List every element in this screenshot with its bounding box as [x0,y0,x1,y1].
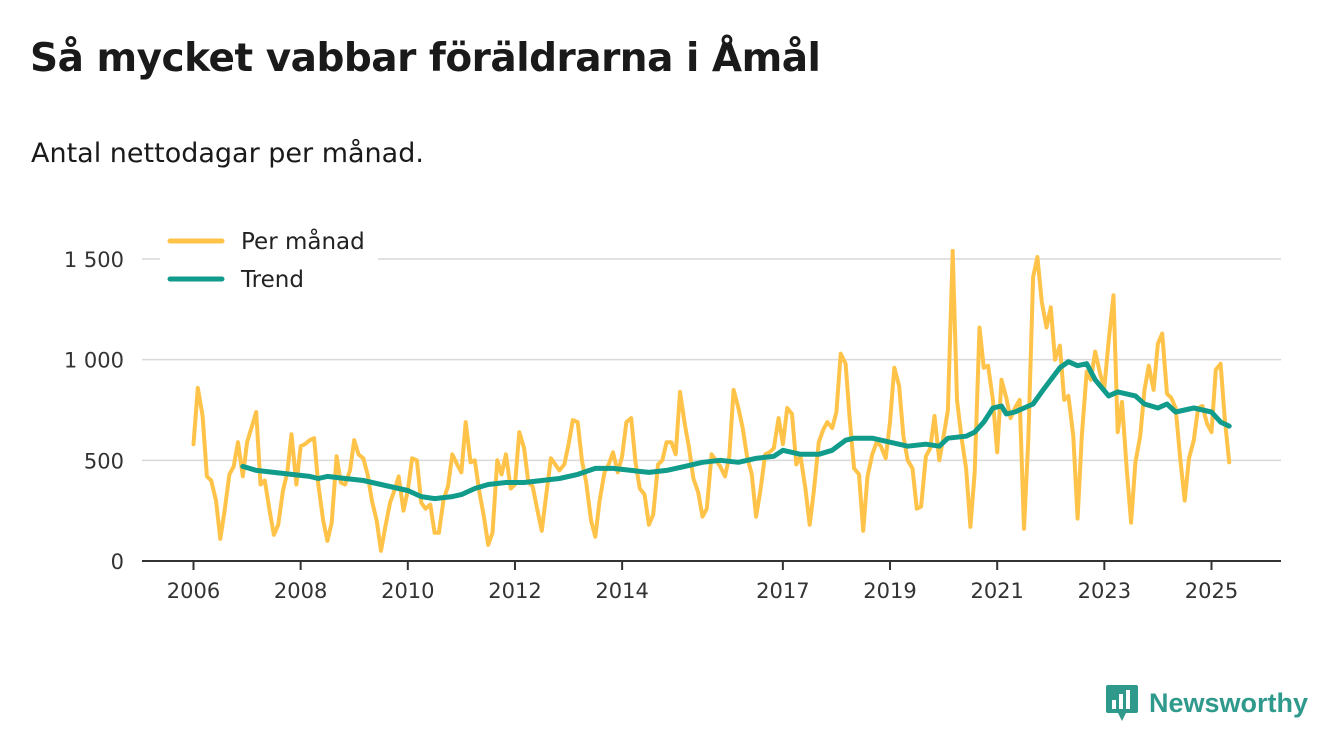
x-tick-label: 2006 [167,579,220,603]
legend-label-trend: Trend [240,267,304,293]
legend-label-per-manad: Per månad [241,227,365,255]
legend-background [160,225,378,295]
chart-subtitle: Antal nettodagar per månad. [31,138,424,169]
chart-title: Så mycket vabbar föräldrarna i Åmål [30,36,821,81]
y-tick-label: 1 000 [64,349,124,373]
legend: Per månad Trend [160,225,378,295]
brand-logo: Newsworthy [1105,683,1308,723]
x-axis-ticks: 2006 2008 2010 2012 2014 2017 2019 2021 2023 2025 [142,560,1281,603]
y-tick-label: 500 [84,449,124,473]
x-tick-label: 2010 [381,579,434,603]
x-tick-label: 2014 [595,579,648,603]
x-tick-label: 2023 [1078,579,1131,603]
x-tick-label: 2012 [488,579,541,603]
newsworthy-logo-icon [1105,685,1138,721]
x-tick-label: 2017 [756,579,809,603]
x-tick-label: 2019 [863,579,916,603]
x-tick-label: 2008 [274,579,327,603]
series-line-trend [240,359,1232,502]
series-line-per-manad [191,248,1232,553]
brand-name: Newsworthy [1148,687,1308,718]
y-axis-ticks: 0 500 1 000 1 500 [64,248,124,574]
x-tick-label: 2021 [970,579,1023,603]
x-tick-label: 2025 [1185,579,1238,603]
y-tick-label: 0 [111,550,124,574]
series-lines [191,248,1232,553]
y-tick-label: 1 500 [64,248,124,272]
